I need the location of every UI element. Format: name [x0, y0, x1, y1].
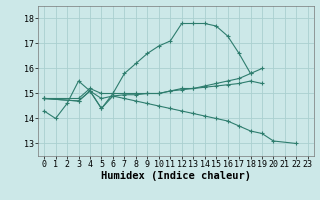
- X-axis label: Humidex (Indice chaleur): Humidex (Indice chaleur): [101, 171, 251, 181]
